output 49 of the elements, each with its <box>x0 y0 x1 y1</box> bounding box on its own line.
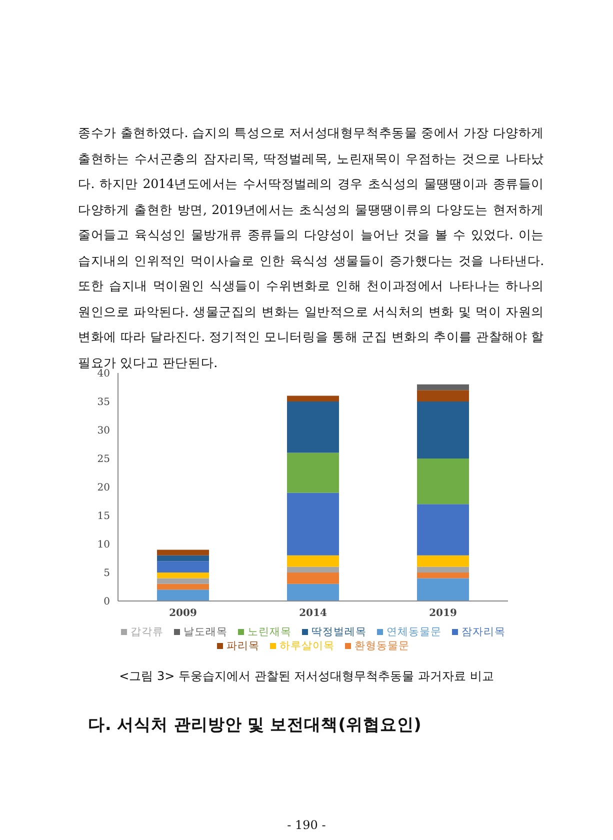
bar <box>157 572 209 578</box>
bar <box>157 590 209 601</box>
bar <box>287 555 339 567</box>
bar <box>287 402 339 453</box>
y-tick-label: 20 <box>97 482 110 494</box>
text: 종수가 출현하였다. 습지의 특성으로 저서성대형무척추동물 중에서 가장 다양하게 출현하는 수서곤충의 잠자리목, 딱정벌레목, 노린재목이 우점하는 것으로 나타났다. 하지만 2014년도에서는 수서딱정벌레의 경우 초식성의 물땡땡이과 종류들이 다양하게 출현한 방면, 2019년에서는 초식성의 물땡땡이류의 다양도는 현저하게 줄어들고 육식성인 물방개류 종류들의 다양성이 늘어난 것을 볼 수 있었다. 이는 습지내의 인위적인 먹이사슬로 인한 육식성 생물들이 증가했다는 것을 나타낸다. 또한 습지내 먹이원인 식생들이 수위변화로 인해 천이과정에서 나타나는 하나의 원인으로 파악된다. 생물군집의 변화는 일반적으로 서식처의 변화 및 먹이 자원의 변화에 따라 달라진다. 정기적인 모니터링을 통해 군집 변화의 추이를 관찰해야 할 필요가 있다고 판단된다. <box>78 125 544 370</box>
y-tick-label: 40 <box>97 368 110 380</box>
bar <box>417 578 469 601</box>
bar <box>417 458 469 504</box>
bar <box>287 566 339 572</box>
y-tick-label: 5 <box>104 568 110 580</box>
y-tick-label: 25 <box>97 454 110 466</box>
y-tick-label: 15 <box>97 511 110 522</box>
text: <그림 3> 두웅습지에서 관찰된 저서성대형무척추동물 과거자료 비교 <box>118 668 495 685</box>
text: - 190 - <box>286 818 327 832</box>
bar <box>417 555 469 567</box>
bar <box>157 550 209 556</box>
bar <box>287 572 339 584</box>
legend-label: 날도래목 <box>184 626 228 638</box>
bar <box>417 390 469 402</box>
bar <box>157 584 209 590</box>
legend-label: 잠자리목 <box>462 626 506 638</box>
x-tick-label: 2014 <box>299 608 327 620</box>
y-tick-label: 10 <box>97 540 110 551</box>
legend-label: 파리목 <box>226 640 260 652</box>
bar <box>417 402 469 458</box>
y-tick-label: 0 <box>104 596 110 608</box>
bar <box>287 584 339 601</box>
legend-label: 갑각류 <box>130 626 164 638</box>
bar <box>287 492 339 556</box>
legend-label: 환형동물문 <box>354 640 410 652</box>
bar <box>417 566 469 572</box>
legend-label: 노린재목 <box>248 626 292 638</box>
text: 다. 서식처 관리방안 및 보전대책(위협요인) <box>88 714 422 736</box>
bar <box>157 578 209 584</box>
legend-label: 연체동물문 <box>386 626 442 638</box>
x-tick-label: 2019 <box>429 608 457 620</box>
bar <box>157 561 209 572</box>
x-tick-label: 2009 <box>169 608 197 620</box>
legend-label: 하루살이목 <box>280 640 334 652</box>
legend-label: 딱정벌레목 <box>312 626 366 638</box>
bar <box>287 452 339 493</box>
bar <box>417 504 469 556</box>
bar <box>417 572 469 578</box>
bar <box>417 384 469 390</box>
y-tick-label: 30 <box>97 426 110 437</box>
y-tick-label: 35 <box>97 397 110 408</box>
bar <box>157 555 209 562</box>
bar <box>287 396 339 402</box>
